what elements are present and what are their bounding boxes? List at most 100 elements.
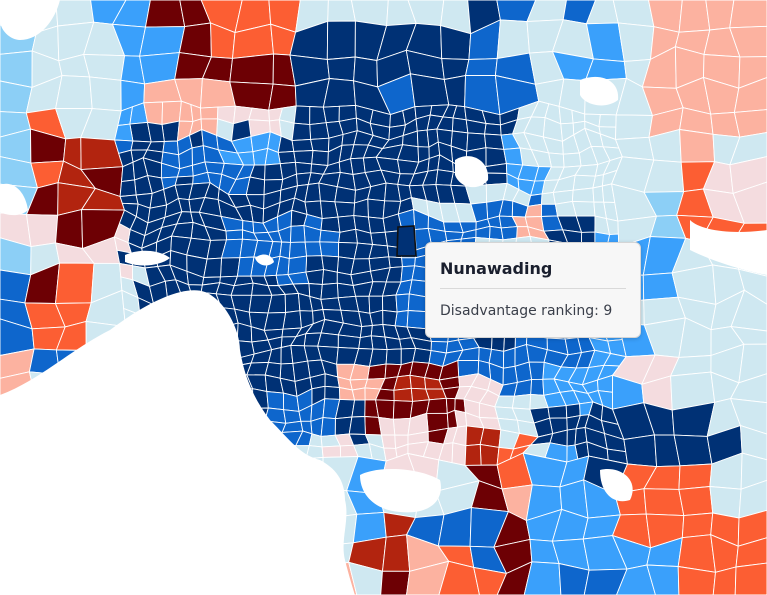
suburb-region[interactable] (598, 114, 617, 128)
suburb-region[interactable] (737, 509, 767, 547)
suburb-region[interactable] (305, 269, 325, 285)
suburb-region[interactable] (401, 257, 416, 268)
suburb-region[interactable] (500, 226, 518, 241)
suburb-region[interactable] (319, 229, 341, 243)
suburb-region[interactable] (673, 434, 713, 467)
suburb-region[interactable] (236, 256, 255, 277)
suburb-region[interactable] (248, 107, 270, 122)
suburb-region[interactable] (738, 56, 767, 89)
suburb-region[interactable] (144, 0, 186, 28)
suburb-region[interactable] (277, 150, 297, 165)
suburb-region[interactable] (502, 365, 518, 386)
suburb-region[interactable] (435, 169, 454, 186)
suburb-region[interactable] (677, 534, 717, 573)
suburb-region[interactable] (310, 137, 330, 153)
suburb-region[interactable] (395, 293, 410, 313)
suburb-region[interactable] (83, 53, 126, 81)
suburb-region[interactable] (451, 117, 469, 134)
suburb-region[interactable] (295, 161, 313, 175)
suburb-region[interactable] (729, 132, 767, 166)
suburb-region[interactable] (358, 335, 374, 350)
suburb-region[interactable] (562, 152, 582, 168)
suburb-region[interactable] (678, 486, 714, 517)
suburb-region[interactable] (451, 442, 467, 466)
suburb-region[interactable] (558, 562, 590, 595)
suburb-region[interactable] (326, 20, 356, 60)
suburb-region[interactable] (89, 76, 122, 112)
suburb-region[interactable] (615, 114, 654, 140)
suburb-region[interactable] (426, 397, 448, 414)
suburb-region[interactable] (547, 405, 568, 419)
suburb-region[interactable] (320, 417, 336, 437)
suburb-region[interactable] (617, 22, 655, 62)
suburb-region[interactable] (366, 363, 387, 380)
suburb-region[interactable] (729, 25, 767, 58)
suburb-region[interactable] (291, 138, 314, 152)
suburb-region[interactable] (392, 400, 414, 420)
suburb-region[interactable] (319, 241, 340, 258)
suburb-region[interactable] (677, 565, 716, 595)
suburb-region[interactable] (382, 309, 398, 327)
selected-region-nunawading[interactable] (396, 225, 417, 257)
suburb-region[interactable] (523, 561, 562, 595)
suburb-region[interactable] (327, 0, 356, 22)
suburb-region[interactable] (114, 123, 134, 142)
suburb-region[interactable] (375, 399, 395, 420)
suburb-region[interactable] (304, 241, 323, 257)
suburb-region[interactable] (320, 200, 339, 220)
suburb-region[interactable] (464, 58, 498, 77)
suburb-region[interactable] (326, 56, 356, 82)
suburb-region[interactable] (729, 373, 767, 404)
suburb-region[interactable] (263, 312, 287, 331)
suburb-region[interactable] (528, 361, 545, 381)
suburb-region[interactable] (616, 564, 656, 595)
suburb-region[interactable] (225, 229, 244, 241)
suburb-region[interactable] (496, 561, 533, 595)
suburb-region[interactable] (388, 256, 403, 269)
suburb-region[interactable] (503, 147, 524, 166)
suburb-region[interactable] (392, 417, 411, 436)
suburb-region[interactable] (309, 122, 330, 140)
suburb-region[interactable] (266, 390, 285, 411)
suburb-region[interactable] (540, 203, 559, 217)
suburb-region[interactable] (290, 225, 306, 243)
suburb-region[interactable] (55, 262, 95, 304)
suburb-region[interactable] (322, 78, 356, 108)
suburb-region[interactable] (412, 347, 432, 364)
suburb-region[interactable] (378, 416, 396, 436)
suburb-region[interactable] (161, 120, 180, 142)
suburb-region[interactable] (293, 150, 314, 165)
suburb-region[interactable] (679, 128, 716, 163)
suburb-region[interactable] (291, 122, 312, 142)
suburb-region[interactable] (351, 387, 366, 401)
suburb-region[interactable] (200, 106, 219, 120)
suburb-region[interactable] (296, 172, 312, 187)
suburb-region[interactable] (524, 203, 542, 218)
suburb-region[interactable] (348, 561, 383, 595)
suburb-region[interactable] (351, 399, 366, 418)
suburb-region[interactable] (712, 566, 737, 595)
suburb-region[interactable] (55, 209, 84, 250)
suburb-region[interactable] (320, 216, 341, 233)
suburb-region[interactable] (284, 292, 301, 314)
suburb-region[interactable] (55, 0, 95, 27)
suburb-region[interactable] (740, 452, 767, 490)
suburb-region[interactable] (735, 537, 767, 568)
suburb-region[interactable] (119, 179, 137, 197)
suburb-region[interactable] (729, 0, 767, 29)
suburb-region[interactable] (119, 194, 139, 205)
suburb-region[interactable] (380, 434, 397, 449)
suburb-region[interactable] (730, 289, 767, 332)
suburb-region[interactable] (322, 105, 340, 124)
suburb-region[interactable] (203, 257, 222, 278)
suburb-region[interactable] (308, 433, 323, 448)
suburb-region[interactable] (220, 257, 241, 278)
suburb-region[interactable] (318, 182, 338, 203)
suburb-region[interactable] (729, 398, 767, 435)
suburb-region[interactable] (732, 181, 767, 224)
suburb-region[interactable] (734, 562, 767, 595)
suburb-region[interactable] (571, 187, 595, 203)
suburb-region[interactable] (380, 570, 411, 595)
suburb-region[interactable] (382, 294, 398, 313)
suburb-region[interactable] (317, 332, 339, 348)
